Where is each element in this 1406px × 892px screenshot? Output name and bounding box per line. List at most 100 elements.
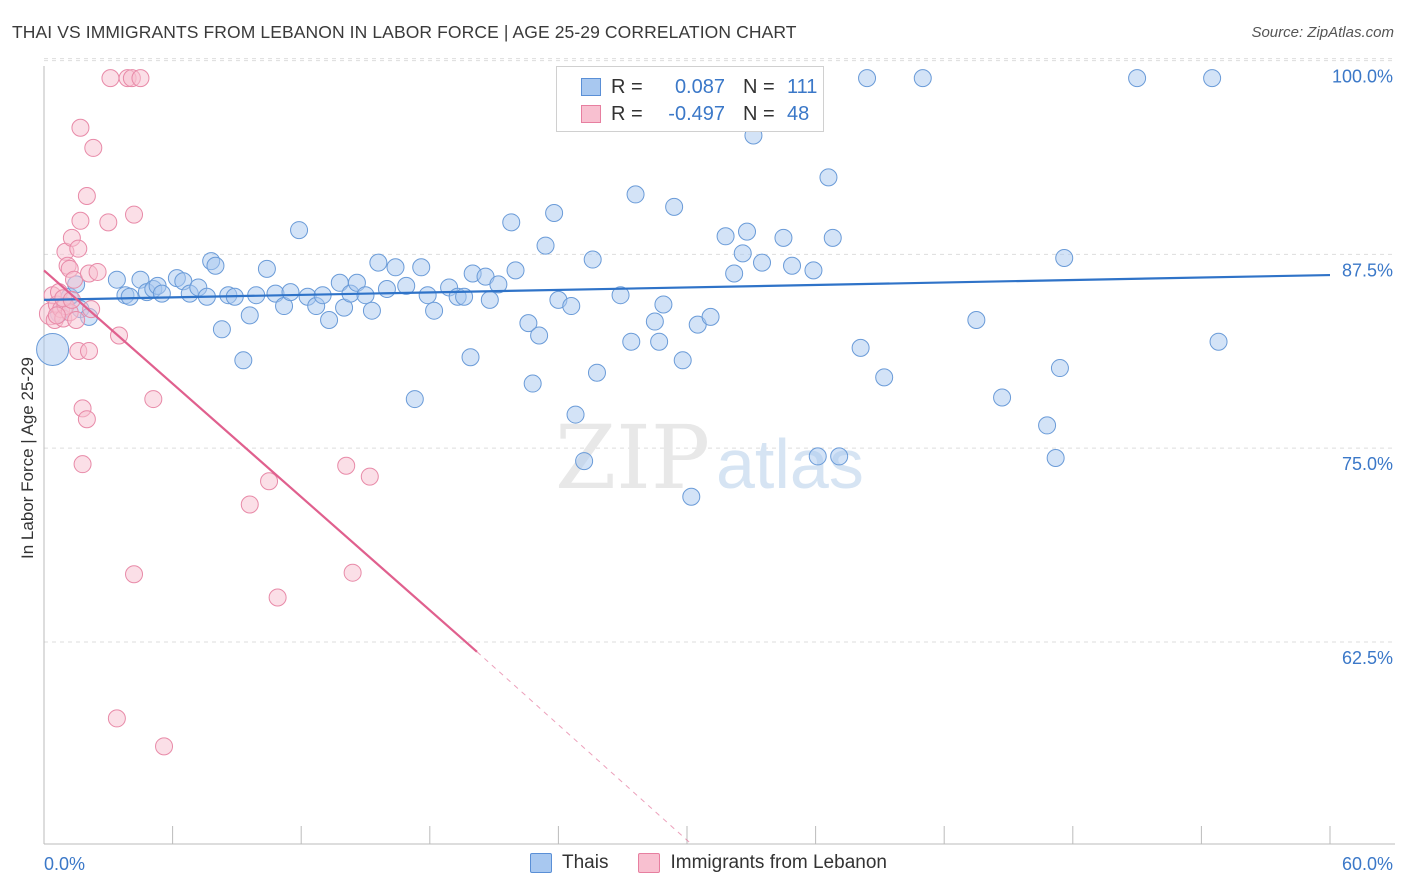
data-point-lebanon — [144, 390, 163, 409]
data-point-lebanon — [360, 467, 379, 486]
source-label: Source: ZipAtlas.com — [1251, 24, 1394, 41]
series-lebanon-points — [38, 69, 379, 756]
data-point-thais — [858, 69, 877, 88]
data-point-thais — [290, 221, 309, 240]
data-point-thais — [1055, 248, 1074, 267]
data-point-thais — [356, 286, 375, 305]
data-point-thais — [701, 307, 720, 326]
r-label: R = — [611, 102, 643, 125]
data-point-lebanon — [47, 306, 66, 325]
data-point-lebanon — [84, 138, 103, 157]
data-point-thais — [418, 286, 437, 305]
trend-lines — [43, 269, 1331, 845]
data-point-lebanon — [260, 472, 279, 491]
data-point-thais — [405, 390, 424, 409]
data-point-thais — [611, 286, 630, 305]
data-point-lebanon — [77, 410, 96, 429]
legend-label-thais: Thais — [562, 852, 609, 873]
y-tick-label: 87.5% — [1342, 260, 1393, 280]
data-point-thais — [673, 351, 692, 370]
data-point-lebanon — [268, 588, 287, 607]
data-point-thais — [645, 312, 664, 331]
data-point-thais — [206, 256, 225, 275]
data-point-lebanon — [125, 565, 144, 584]
data-point-thais — [412, 258, 431, 277]
r-label: R = — [611, 75, 643, 98]
data-point-thais — [725, 264, 744, 283]
data-point-thais — [369, 253, 388, 272]
n-value: 48 — [787, 102, 810, 125]
data-point-thais — [152, 284, 171, 303]
legend-item-lebanon[interactable]: Immigrants from Lebanon — [638, 852, 887, 874]
data-point-thais — [545, 204, 564, 223]
data-point-thais — [875, 368, 894, 387]
data-point-thais — [1128, 69, 1147, 88]
n-value: 111 — [787, 75, 818, 98]
data-point-thais — [733, 244, 752, 263]
data-point-thais — [489, 275, 508, 294]
data-point-lebanon — [155, 737, 174, 756]
stats-swatch-thais — [581, 78, 601, 96]
trend-line-lebanon — [43, 269, 478, 653]
data-point-thais — [783, 256, 802, 275]
data-point-lebanon — [73, 455, 92, 474]
data-point-thais — [234, 351, 253, 370]
data-point-thais — [804, 261, 823, 280]
data-point-thais — [682, 487, 701, 506]
gridlines — [44, 58, 1395, 643]
stats-row-lebanon: R = -0.497 N = 48 — [581, 102, 809, 126]
data-point-thais — [622, 332, 641, 351]
data-point-thais — [377, 279, 396, 298]
data-point-lebanon — [88, 262, 107, 281]
data-point-lebanon — [82, 300, 101, 319]
data-point-thais — [562, 297, 581, 316]
data-point-lebanon — [337, 456, 356, 475]
data-point-thais — [281, 283, 300, 302]
data-point-thais — [502, 213, 521, 232]
data-point-lebanon — [101, 69, 120, 88]
data-point-lebanon — [65, 270, 84, 289]
legend-item-thais[interactable]: Thais — [530, 852, 608, 874]
data-point-lebanon — [131, 69, 150, 88]
legend-swatch-lebanon — [638, 853, 661, 873]
axes — [43, 66, 1395, 845]
data-point-thais — [320, 311, 339, 329]
data-point-thais — [967, 311, 986, 329]
data-point-thais — [1203, 69, 1222, 88]
series-thais-points — [36, 69, 1228, 506]
data-point-lebanon — [77, 186, 96, 205]
data-point-lebanon — [69, 239, 88, 258]
data-point-thais — [530, 326, 549, 345]
data-point-thais — [1209, 332, 1228, 351]
data-point-thais — [1046, 448, 1065, 467]
r-value: 0.087 — [674, 75, 725, 98]
data-point-thais — [654, 295, 673, 314]
data-point-thais — [993, 388, 1012, 407]
data-point-thais — [257, 259, 276, 278]
y-tick-label: 100.0% — [1332, 67, 1393, 87]
x-tick-label: 0.0% — [44, 854, 85, 874]
data-point-thais — [536, 236, 555, 255]
data-point-thais — [851, 338, 870, 357]
data-point-thais — [738, 222, 757, 241]
data-point-thais — [347, 273, 366, 292]
data-point-thais — [1050, 359, 1069, 378]
data-point-thais — [212, 320, 231, 339]
data-point-thais — [566, 405, 585, 424]
data-point-thais — [386, 258, 405, 277]
data-point-thais — [362, 301, 381, 320]
data-point-thais — [753, 253, 772, 272]
r-value: -0.497 — [668, 102, 725, 125]
data-point-thais — [36, 332, 70, 366]
data-point-thais — [716, 227, 735, 246]
n-label: N = — [743, 102, 775, 125]
data-point-thais — [650, 332, 669, 351]
series-legend: Thais Immigrants from Lebanon — [530, 852, 917, 874]
trend-line-thais — [43, 273, 1331, 301]
data-point-lebanon — [99, 213, 118, 232]
data-point-thais — [480, 290, 499, 309]
y-tick-label: 75.0% — [1342, 454, 1393, 474]
stats-swatch-lebanon — [581, 105, 601, 123]
stats-row-thais: R = 0.087 N = 111 — [581, 75, 817, 99]
